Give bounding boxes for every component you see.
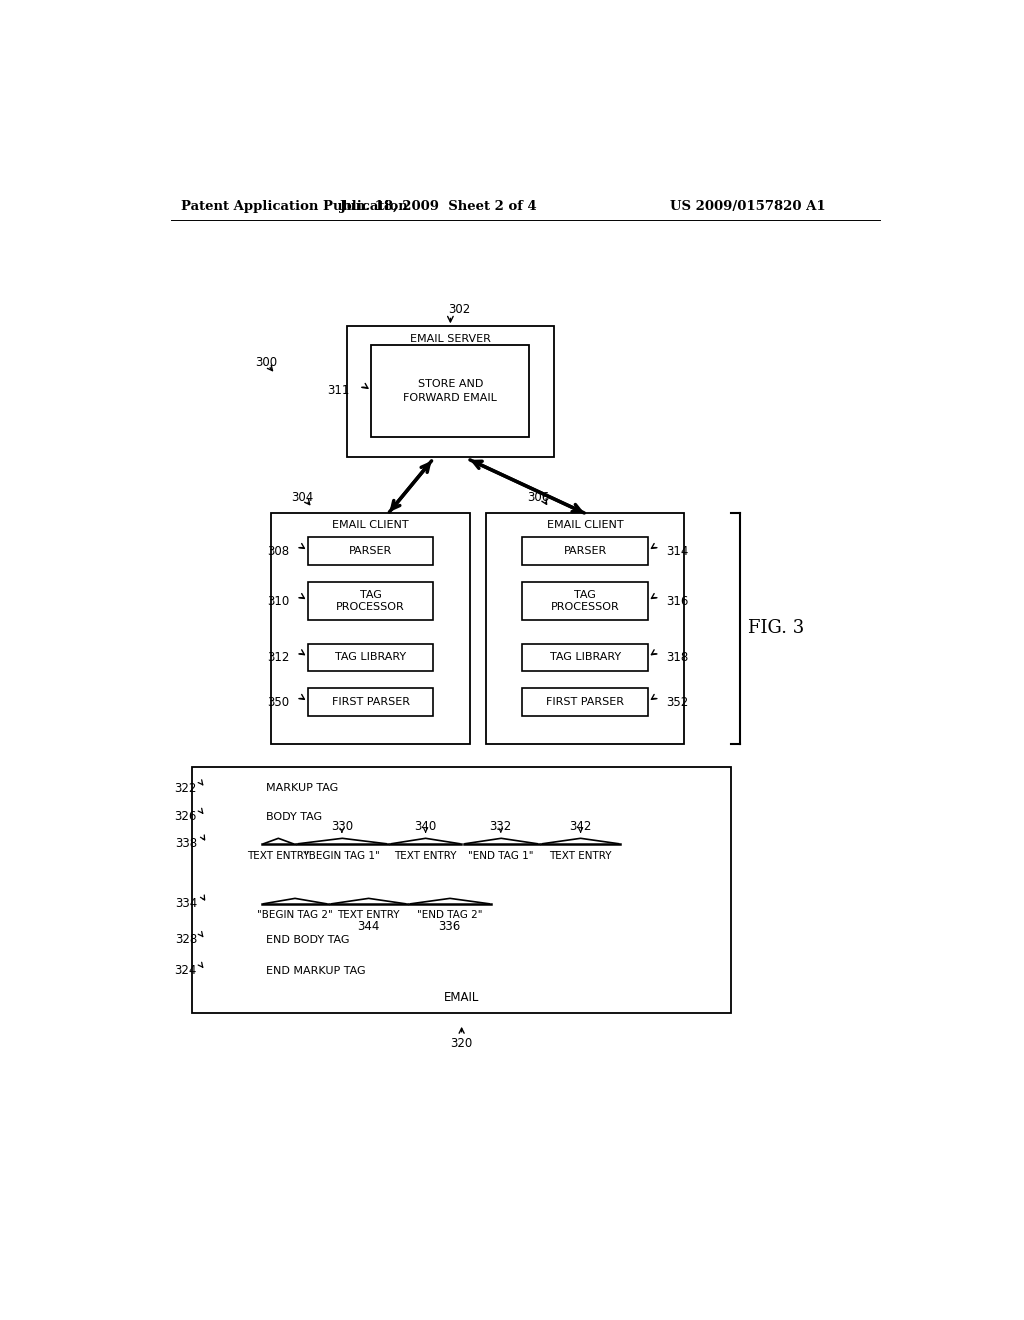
Text: 318: 318 xyxy=(667,651,689,664)
Text: TAG
PROCESSOR: TAG PROCESSOR xyxy=(336,590,404,612)
Text: 330: 330 xyxy=(331,820,353,833)
Bar xyxy=(308,688,433,715)
Text: FIRST PARSER: FIRST PARSER xyxy=(546,697,625,708)
Text: 352: 352 xyxy=(667,696,689,709)
Text: TEXT ENTRY: TEXT ENTRY xyxy=(549,851,612,861)
Text: EMAIL: EMAIL xyxy=(444,991,479,1005)
Bar xyxy=(522,688,648,715)
Text: 310: 310 xyxy=(267,594,289,607)
Text: FIG. 3: FIG. 3 xyxy=(748,619,804,638)
Text: 306: 306 xyxy=(527,491,550,504)
Bar xyxy=(522,537,648,565)
Bar xyxy=(308,537,433,565)
Text: TAG LIBRARY: TAG LIBRARY xyxy=(550,652,621,663)
Text: EMAIL CLIENT: EMAIL CLIENT xyxy=(547,520,624,529)
Text: "END TAG 2": "END TAG 2" xyxy=(417,911,482,920)
Text: STORE AND
FORWARD EMAIL: STORE AND FORWARD EMAIL xyxy=(403,379,498,403)
Text: 314: 314 xyxy=(667,545,689,557)
Text: 338: 338 xyxy=(175,837,197,850)
Bar xyxy=(308,582,433,620)
Text: TEXT ENTRY: TEXT ENTRY xyxy=(247,851,309,861)
Bar xyxy=(271,512,470,743)
Text: 324: 324 xyxy=(175,964,197,977)
Text: 308: 308 xyxy=(267,545,289,557)
Text: 304: 304 xyxy=(291,491,313,504)
Text: 336: 336 xyxy=(438,920,461,933)
Text: BODY TAG: BODY TAG xyxy=(266,812,323,822)
Text: PARSER: PARSER xyxy=(563,546,607,556)
Text: 332: 332 xyxy=(489,820,512,833)
Text: END MARKUP TAG: END MARKUP TAG xyxy=(266,966,366,975)
Bar xyxy=(522,644,648,671)
Text: EMAIL CLIENT: EMAIL CLIENT xyxy=(332,520,409,529)
Text: 300: 300 xyxy=(255,356,278,370)
Bar xyxy=(522,582,648,620)
Text: 316: 316 xyxy=(667,594,689,607)
Text: 342: 342 xyxy=(569,820,592,833)
Text: 320: 320 xyxy=(451,1038,473,1051)
Text: 311: 311 xyxy=(328,384,349,397)
Text: 302: 302 xyxy=(449,302,471,315)
Text: 344: 344 xyxy=(357,920,380,933)
Text: TEXT ENTRY: TEXT ENTRY xyxy=(337,911,399,920)
Text: 340: 340 xyxy=(415,820,436,833)
Bar xyxy=(372,345,529,437)
Text: Patent Application Publication: Patent Application Publication xyxy=(180,199,408,213)
Bar xyxy=(193,767,731,1014)
Text: 326: 326 xyxy=(175,810,197,824)
Text: MARKUP TAG: MARKUP TAG xyxy=(266,783,338,793)
Text: 328: 328 xyxy=(175,933,197,946)
Text: 334: 334 xyxy=(175,898,197,911)
Text: Jun. 18, 2009  Sheet 2 of 4: Jun. 18, 2009 Sheet 2 of 4 xyxy=(340,199,537,213)
Text: TAG LIBRARY: TAG LIBRARY xyxy=(335,652,407,663)
Text: PARSER: PARSER xyxy=(349,546,392,556)
Text: US 2009/0157820 A1: US 2009/0157820 A1 xyxy=(670,199,825,213)
Text: FIRST PARSER: FIRST PARSER xyxy=(332,697,410,708)
Text: EMAIL SERVER: EMAIL SERVER xyxy=(410,334,490,343)
Text: 312: 312 xyxy=(267,651,289,664)
Text: TAG
PROCESSOR: TAG PROCESSOR xyxy=(551,590,620,612)
Text: "BEGIN TAG 1": "BEGIN TAG 1" xyxy=(304,851,380,861)
Text: "BEGIN TAG 2": "BEGIN TAG 2" xyxy=(257,911,333,920)
Text: "END TAG 1": "END TAG 1" xyxy=(468,851,534,861)
Text: TEXT ENTRY: TEXT ENTRY xyxy=(394,851,457,861)
Bar xyxy=(308,644,433,671)
Text: END BODY TAG: END BODY TAG xyxy=(266,935,349,945)
Bar xyxy=(486,512,684,743)
Bar xyxy=(346,326,554,457)
Text: 350: 350 xyxy=(267,696,289,709)
Text: 322: 322 xyxy=(175,781,197,795)
